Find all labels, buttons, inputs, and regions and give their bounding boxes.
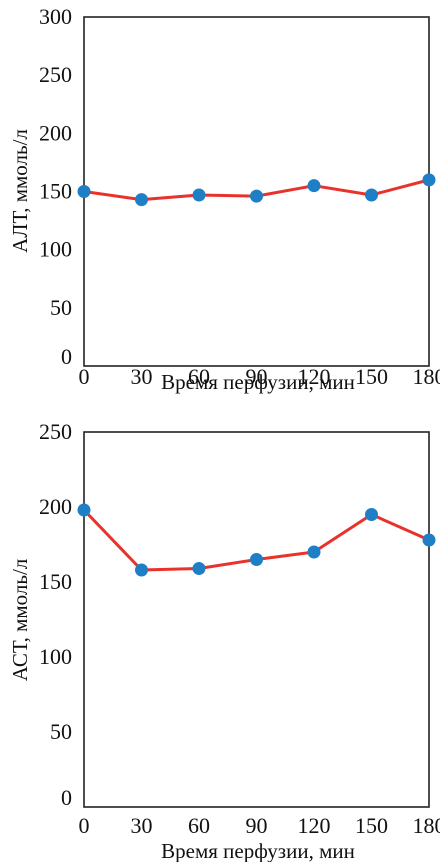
alt-x-tick-label: 180 [413,364,440,389]
ast-data-point [135,563,148,577]
ast-y-tick-label: 0 [61,785,72,810]
ast-x-tick-label: 0 [79,813,90,838]
ast-x-tick-label: 60 [188,813,210,838]
ast-x-tick-label: 90 [246,813,268,838]
ast-y-tick-label: 250 [39,419,72,444]
ast-chart: АСТ, ммоль/л Время перфузии, мин 0 50 100 1… [8,419,440,862]
ast-x-axis-label: Время перфузии, мин [161,839,355,862]
ast-x-tick-label: 180 [413,813,440,838]
alt-x-tick-label: 0 [79,364,90,389]
ast-y-tick-label: 100 [39,644,72,669]
alt-data-point [77,185,91,198]
alt-y-tick-label: 0 [61,344,72,369]
ast-x-tick-label: 150 [355,813,388,838]
ast-data-point [192,562,206,575]
alt-data-point [422,173,436,187]
ast-x-tick-label: 30 [131,813,153,838]
alt-x-tick-label: 150 [355,364,388,389]
ast-x-tick-label: 120 [298,813,331,838]
alt-y-tick-label: 50 [50,295,72,320]
alt-data-point [135,193,148,207]
ast-data-point [365,508,378,521]
ast-data-point [422,533,436,547]
ast-y-tick-label: 150 [39,569,72,594]
alt-data-point [250,189,263,203]
alt-y-axis-label: АЛТ, ммоль/л [8,129,32,253]
ast-y-axis-label: АСТ, ммоль/л [8,559,32,682]
alt-data-point [307,179,321,193]
alt-data-point [192,188,206,202]
alt-x-axis-label: Время перфузии, мин [161,370,355,394]
alt-x-tick-label: 120 [298,364,331,389]
alt-data-point [365,188,378,202]
alt-chart: АЛТ, ммоль/л Время перфузии, мин 0 50 100 1… [8,4,440,394]
alt-y-tick-label: 100 [39,237,72,262]
alt-x-tick-label: 30 [131,364,153,389]
ast-data-point [307,545,321,559]
alt-y-tick-label: 250 [39,62,72,87]
alt-y-tick-label: 200 [39,120,72,145]
ast-data-point [77,503,91,517]
alt-x-tick-label: 90 [246,364,268,389]
ast-data-point [250,553,263,566]
alt-y-tick-label: 300 [39,4,72,29]
alt-x-tick-label: 60 [188,364,210,389]
alt-y-tick-label: 150 [39,179,72,204]
ast-y-tick-label: 50 [50,719,72,744]
ast-plot-frame [83,431,430,808]
ast-y-tick-label: 200 [39,494,72,519]
